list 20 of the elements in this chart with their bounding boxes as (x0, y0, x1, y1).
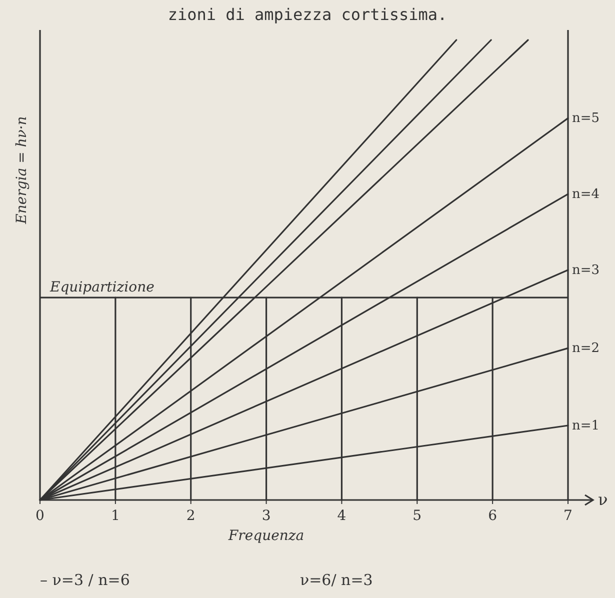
text: – ν=3 / n=6 (40, 571, 130, 589)
x-tick-label: 7 (564, 508, 572, 524)
x-tick-label: 5 (412, 508, 422, 524)
y-axis-title: Energia = hν·n (14, 116, 30, 225)
text: ν=6/ n=3 (300, 571, 373, 589)
series-label: n=1 (572, 418, 600, 434)
x-tick-label: 6 (488, 508, 498, 524)
series-label: n=2 (572, 341, 600, 356)
text: ν (598, 490, 608, 509)
series-label: n=4 (572, 187, 600, 202)
series-label: n=3 (572, 263, 600, 278)
series-label: n=5 (572, 111, 600, 126)
x-axis-title: Frequenza (227, 528, 304, 544)
x-tick-label: 2 (186, 508, 196, 524)
x-tick-label: 3 (262, 508, 271, 524)
ref-line-label: Equipartizione (49, 280, 154, 296)
x-tick-label: 0 (36, 508, 44, 524)
x-tick-label: 1 (110, 508, 120, 524)
x-tick-label: 4 (337, 508, 346, 524)
chart-title: zioni di ampiezza cortissima. (168, 5, 448, 24)
